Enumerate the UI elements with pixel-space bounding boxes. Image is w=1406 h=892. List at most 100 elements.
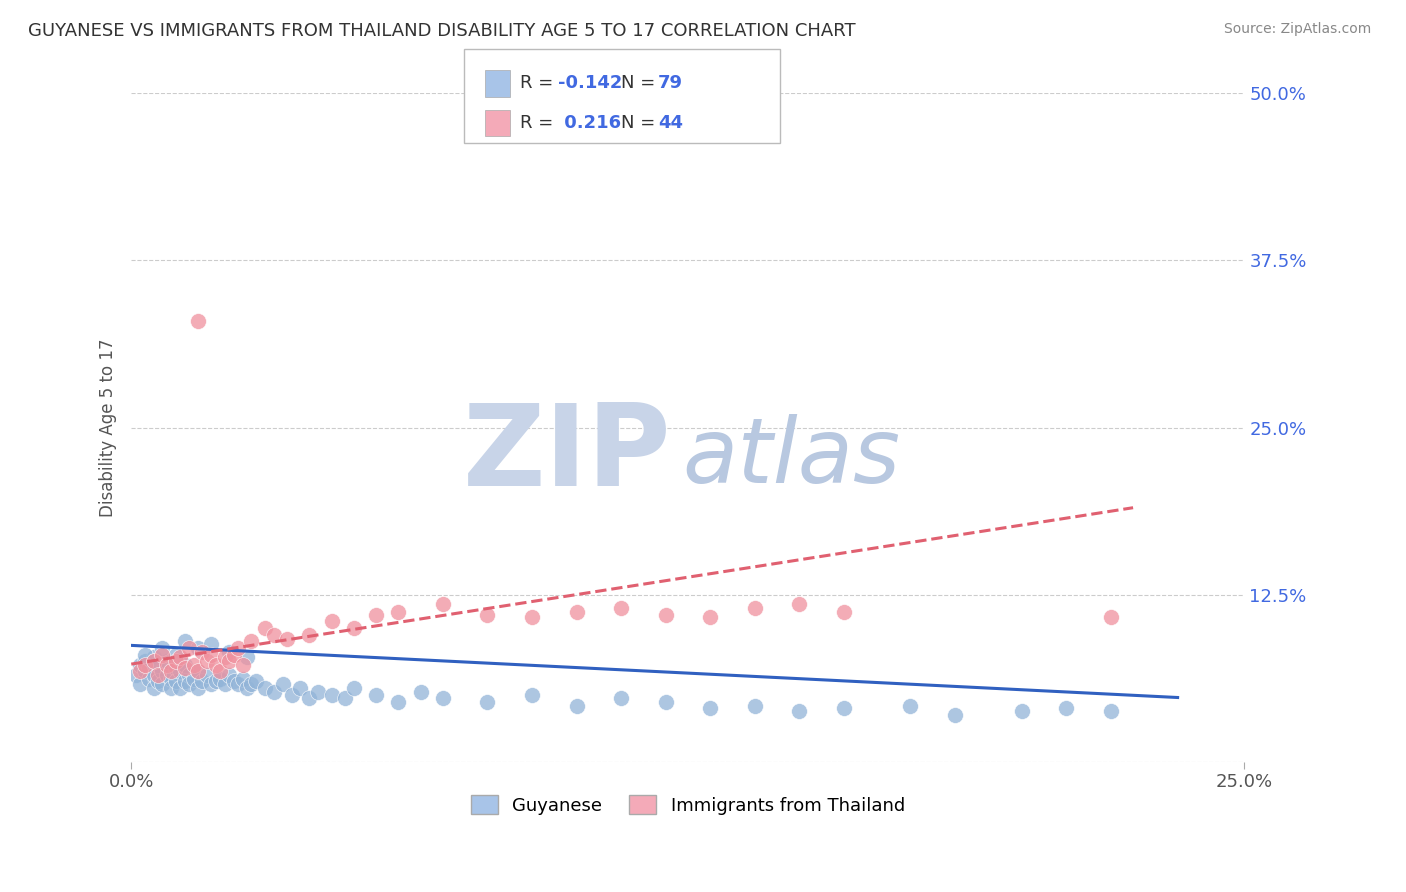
Point [321,688,343,702]
Point [610,601,633,615]
Point [218,667,240,681]
Point [205,658,228,673]
Point [654,607,676,622]
Point [142,667,165,681]
Point [152,664,174,678]
Point [520,688,543,702]
Point [173,661,195,675]
Point [343,621,366,635]
Point [1099,704,1122,718]
Point [146,674,169,689]
Point [245,674,267,689]
Point [214,677,236,691]
Text: Source: ZipAtlas.com: Source: ZipAtlas.com [1223,22,1371,37]
Text: 0.216: 0.216 [558,114,621,132]
Point [236,650,259,665]
Point [236,681,259,695]
Text: -0.142: -0.142 [558,74,623,92]
Point [142,655,165,669]
Point [187,664,209,678]
Point [173,674,195,689]
Point [179,641,201,656]
Point [191,645,214,659]
Point [183,672,205,686]
Point [146,667,169,681]
Point [432,597,454,611]
Point [195,667,218,681]
Point [222,648,245,662]
Point [160,664,183,678]
Point [366,688,388,702]
Text: R =: R = [520,74,560,92]
Point [165,661,187,675]
Point [1099,610,1122,624]
Point [477,607,499,622]
Point [232,658,254,673]
Point [156,658,179,673]
Y-axis label: Disability Age 5 to 17: Disability Age 5 to 17 [100,338,117,516]
Point [1054,701,1077,715]
Point [409,685,432,699]
Point [187,681,209,695]
Point [173,658,195,673]
Text: N =: N = [621,114,661,132]
Point [165,648,187,662]
Point [432,690,454,705]
Text: atlas: atlas [682,414,900,501]
Point [832,605,855,619]
Point [134,655,156,669]
Point [195,655,218,669]
Point [183,658,205,673]
Point [129,664,152,678]
Point [290,681,312,695]
Text: ZIP: ZIP [463,399,671,509]
Text: R =: R = [520,114,560,132]
Point [232,672,254,686]
Point [1011,704,1033,718]
Point [253,621,276,635]
Point [263,685,285,699]
Point [169,681,191,695]
Point [744,601,766,615]
Point [209,664,232,678]
Point [129,677,152,691]
Point [129,658,152,673]
Point [298,690,321,705]
Point [333,690,356,705]
Point [744,698,766,713]
Point [200,648,222,662]
Point [565,605,588,619]
Point [138,661,160,675]
Point [387,694,409,708]
Point [387,605,409,619]
Point [142,650,165,665]
Point [699,701,721,715]
Point [205,674,228,689]
Point [179,667,201,681]
Point [787,597,810,611]
Point [165,655,187,669]
Point [156,667,179,681]
Point [298,628,321,642]
Point [156,655,179,669]
Point [654,694,676,708]
Point [152,677,174,691]
Point [366,607,388,622]
Point [165,674,187,689]
Point [900,698,922,713]
Point [134,648,156,662]
Point [142,681,165,695]
Point [179,677,201,691]
Point [214,650,236,665]
Point [200,677,222,691]
Point [191,674,214,689]
Point [218,655,240,669]
Point [134,664,156,678]
Point [943,707,966,722]
Point [187,664,209,678]
Point [832,701,855,715]
Point [271,677,294,691]
Point [477,694,499,708]
Point [610,690,633,705]
Point [160,681,183,695]
